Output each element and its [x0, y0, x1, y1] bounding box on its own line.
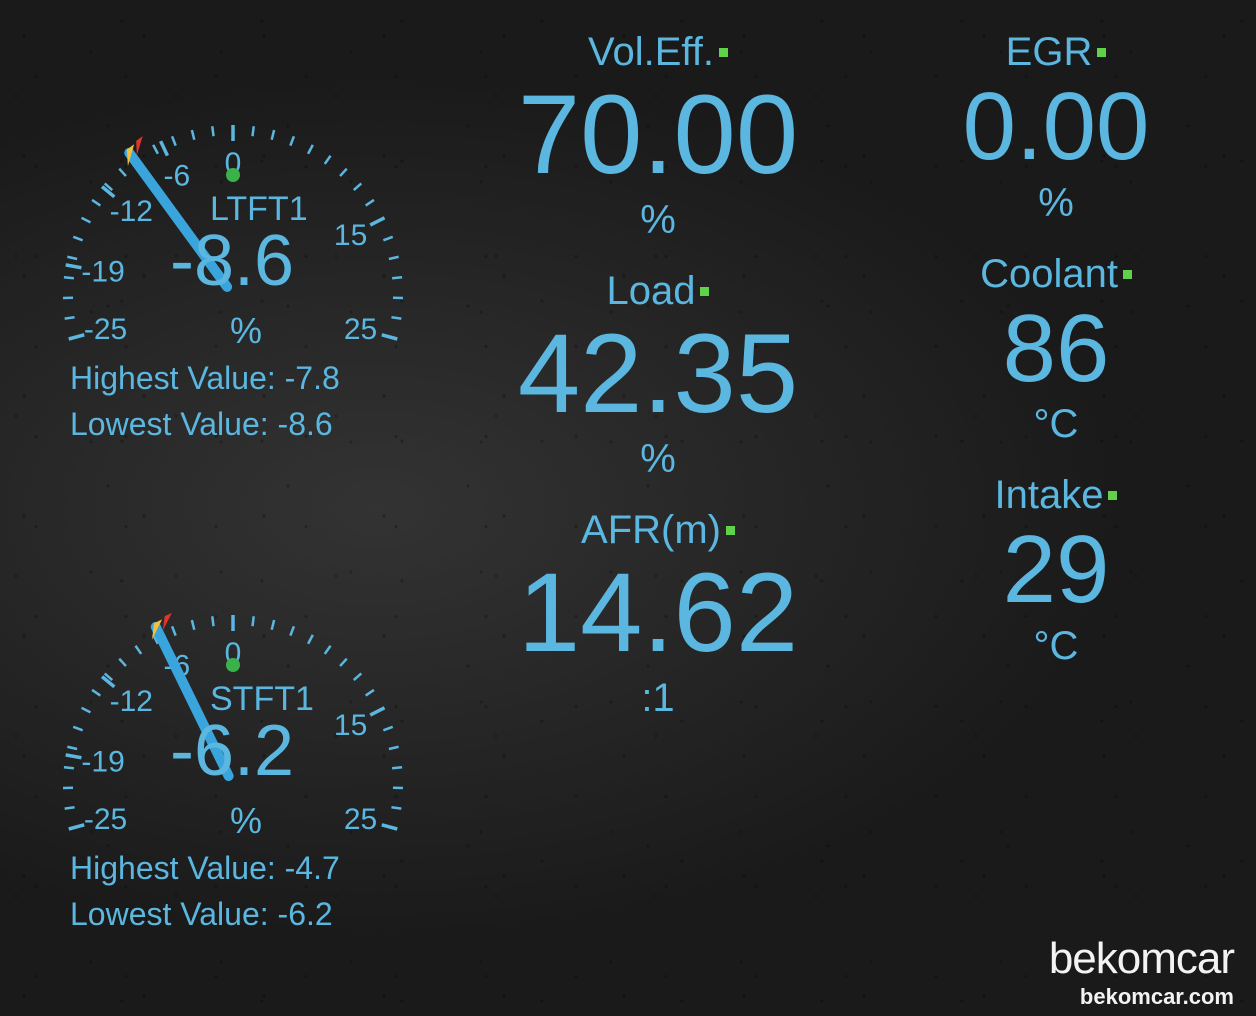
gauge-stft1-unit: % [230, 800, 262, 842]
svg-text:-25: -25 [84, 803, 127, 836]
lowest-label: Lowest Value: [70, 406, 269, 442]
highest-label: Highest Value: [70, 360, 276, 396]
metric-intake[interactable]: Intake 29 °C [995, 473, 1118, 687]
gauge-ltft1-value: -8.6 [170, 220, 294, 302]
intake-value: 29 [995, 518, 1118, 622]
egr-label: EGR [1006, 30, 1093, 75]
egr-unit: % [963, 181, 1150, 226]
lowest-value: -8.6 [278, 406, 333, 442]
metric-afr[interactable]: AFR(m) 14.62 :1 [518, 508, 798, 739]
indicator-icon [700, 287, 709, 296]
highest-value: -4.7 [285, 850, 340, 886]
indicator-icon [1123, 270, 1132, 279]
gauge-ltft1[interactable]: -25-19-12-601525 LTFT1 -8.6 % Highest Va… [10, 20, 450, 510]
mid-metrics: Vol.Eff. 70.00 % Load 42.35 % AFR(m) 14.… [450, 20, 866, 1016]
vol-eff-label: Vol.Eff. [588, 30, 714, 75]
indicator-icon [719, 48, 728, 57]
gauge-ltft1-stats: Highest Value: -7.8 Lowest Value: -8.6 [70, 355, 340, 448]
svg-text:-19: -19 [81, 256, 124, 289]
gauge-ltft1-unit: % [230, 310, 262, 352]
highest-value: -7.8 [285, 360, 340, 396]
intake-label: Intake [995, 473, 1104, 518]
watermark-large: bekomcar [1049, 934, 1234, 984]
gauge-stft1[interactable]: -25-19-12-601525 STFT1 -6.2 % Highest Va… [10, 510, 450, 1000]
svg-text:25: 25 [344, 803, 377, 836]
indicator-icon [726, 526, 735, 535]
metric-load[interactable]: Load 42.35 % [518, 269, 798, 500]
afr-value: 14.62 [518, 553, 798, 674]
load-value: 42.35 [518, 314, 798, 435]
svg-text:15: 15 [334, 219, 367, 252]
svg-text:25: 25 [344, 313, 377, 346]
afr-label: AFR(m) [581, 508, 721, 553]
vol-eff-value: 70.00 [518, 75, 798, 196]
intake-unit: °C [995, 624, 1118, 669]
afr-unit: :1 [518, 676, 798, 721]
svg-text:-19: -19 [81, 746, 124, 779]
watermark: bekomcar bekomcar.com [1049, 934, 1234, 1010]
svg-text:-25: -25 [84, 313, 127, 346]
coolant-value: 86 [980, 297, 1132, 401]
watermark-small: bekomcar.com [1049, 984, 1234, 1010]
vol-eff-unit: % [518, 198, 798, 243]
metric-coolant[interactable]: Coolant 86 °C [980, 252, 1132, 466]
highest-label: Highest Value: [70, 850, 276, 886]
right-metrics: EGR 0.00 % Coolant 86 °C Intake 29 °C [866, 20, 1246, 1016]
metric-egr[interactable]: EGR 0.00 % [963, 30, 1150, 244]
egr-value: 0.00 [963, 75, 1150, 179]
lowest-value: -6.2 [278, 896, 333, 932]
svg-text:-12: -12 [110, 685, 153, 718]
svg-text:15: 15 [334, 709, 367, 742]
svg-text:-6: -6 [163, 160, 190, 193]
indicator-icon [1108, 491, 1117, 500]
lowest-label: Lowest Value: [70, 896, 269, 932]
coolant-unit: °C [980, 402, 1132, 447]
gauge-stft1-stats: Highest Value: -4.7 Lowest Value: -6.2 [70, 845, 340, 938]
load-label: Load [607, 269, 696, 314]
indicator-icon [1097, 48, 1106, 57]
coolant-label: Coolant [980, 252, 1118, 297]
load-unit: % [518, 437, 798, 482]
gauge-stft1-value: -6.2 [170, 710, 294, 792]
gauges-panel: -25-19-12-601525 LTFT1 -8.6 % Highest Va… [10, 20, 450, 1016]
metric-vol-eff[interactable]: Vol.Eff. 70.00 % [518, 30, 798, 261]
svg-text:-12: -12 [110, 195, 153, 228]
